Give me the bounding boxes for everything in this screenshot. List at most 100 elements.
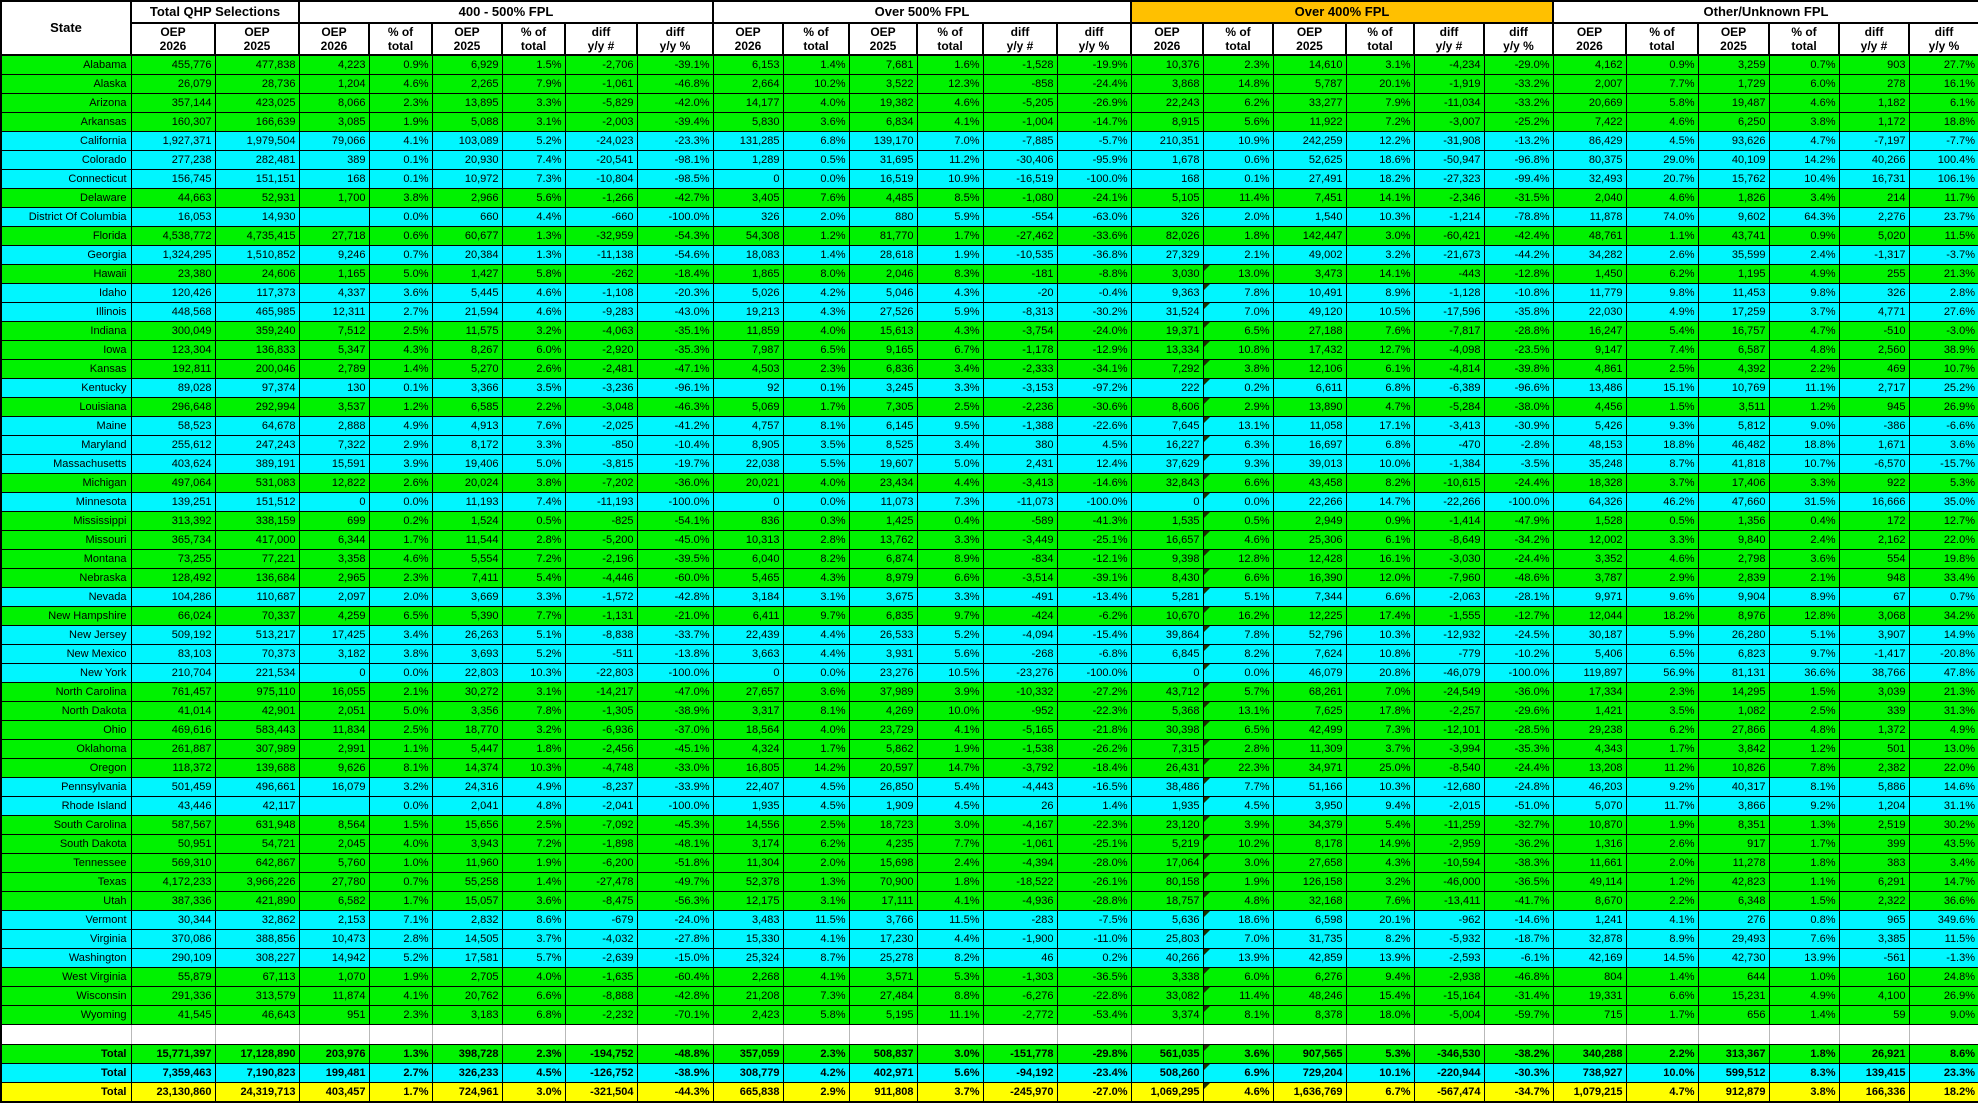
value-cell[interactable]: 36.6%: [1908, 891, 1978, 911]
state-name-cell[interactable]: New York: [0, 663, 132, 683]
value-cell[interactable]: -6.8%: [1056, 644, 1132, 664]
value-cell[interactable]: 3,537: [298, 397, 370, 417]
value-cell[interactable]: -2,025: [564, 416, 638, 436]
value-cell[interactable]: -6.2%: [1056, 606, 1132, 626]
value-cell[interactable]: -56.3%: [636, 891, 714, 911]
value-cell[interactable]: -1,414: [1413, 511, 1485, 531]
value-cell[interactable]: -100.0%: [1056, 663, 1132, 683]
col-header[interactable]: % of total: [1625, 22, 1699, 56]
value-cell[interactable]: 738,927: [1552, 1063, 1627, 1083]
value-cell[interactable]: 5.9%: [916, 207, 984, 227]
value-cell[interactable]: 14,295: [1697, 682, 1770, 702]
value-cell[interactable]: 10,313: [712, 530, 784, 550]
value-cell[interactable]: 23,729: [848, 720, 918, 740]
value-cell[interactable]: 3.6%: [782, 112, 850, 132]
value-cell[interactable]: -23.5%: [1483, 340, 1554, 360]
value-cell[interactable]: 631,948: [214, 815, 300, 835]
value-cell[interactable]: 945: [1838, 397, 1910, 417]
value-cell[interactable]: 477,838: [214, 54, 300, 75]
value-cell[interactable]: 12.8%: [1768, 606, 1840, 626]
value-cell[interactable]: 43,712: [1130, 682, 1204, 702]
value-cell[interactable]: 569,310: [130, 853, 216, 873]
value-cell[interactable]: 587,567: [130, 815, 216, 835]
value-cell[interactable]: 6,344: [298, 530, 370, 550]
value-cell[interactable]: 12,311: [298, 302, 370, 322]
value-cell[interactable]: 5.0%: [368, 264, 433, 284]
value-cell[interactable]: -952: [982, 701, 1058, 721]
value-cell[interactable]: -7,197: [1838, 131, 1910, 151]
value-cell[interactable]: 3,787: [1552, 568, 1627, 588]
value-cell[interactable]: 2,268: [712, 967, 784, 987]
value-cell[interactable]: -4,748: [564, 758, 638, 778]
value-cell[interactable]: 1,700: [298, 188, 370, 208]
value-cell[interactable]: -12.9%: [1056, 340, 1132, 360]
state-name-cell[interactable]: Wisconsin: [0, 986, 132, 1006]
value-cell[interactable]: -3,994: [1413, 739, 1485, 759]
value-cell[interactable]: 221,534: [214, 663, 300, 683]
value-cell[interactable]: -2,456: [564, 739, 638, 759]
value-cell[interactable]: 4,100: [1838, 986, 1910, 1006]
value-cell[interactable]: -30.3%: [1483, 1063, 1554, 1083]
value-cell[interactable]: 5.2%: [501, 644, 566, 664]
value-cell[interactable]: 922: [1838, 473, 1910, 493]
value-cell[interactable]: -24.0%: [1056, 321, 1132, 341]
value-cell[interactable]: 0.1%: [368, 378, 433, 398]
value-cell[interactable]: -1,317: [1838, 245, 1910, 265]
value-cell[interactable]: -36.2%: [1483, 834, 1554, 854]
value-cell[interactable]: 2.5%: [368, 720, 433, 740]
value-cell[interactable]: -5.7%: [1056, 131, 1132, 151]
value-cell[interactable]: -14.6%: [1483, 910, 1554, 930]
value-cell[interactable]: 81,770: [848, 226, 918, 246]
value-cell[interactable]: 32,862: [214, 910, 300, 930]
value-cell[interactable]: 3.3%: [916, 530, 984, 550]
value-cell[interactable]: -39.5%: [636, 549, 714, 569]
value-cell[interactable]: -268: [982, 644, 1058, 664]
value-cell[interactable]: 12,822: [298, 473, 370, 493]
value-cell[interactable]: 27.6%: [1908, 302, 1978, 322]
value-cell[interactable]: 27,188: [1272, 321, 1347, 341]
value-cell[interactable]: 17.1%: [1345, 416, 1415, 436]
value-cell[interactable]: -39.1%: [1056, 568, 1132, 588]
value-cell[interactable]: -13,411: [1413, 891, 1485, 911]
value-cell[interactable]: 5,368: [1130, 701, 1204, 721]
value-cell[interactable]: 10.0%: [916, 701, 984, 721]
value-cell[interactable]: -20.8%: [1908, 644, 1978, 664]
value-cell[interactable]: -10,615: [1413, 473, 1485, 493]
value-cell[interactable]: 8.0%: [782, 264, 850, 284]
value-cell[interactable]: 3,366: [431, 378, 503, 398]
value-cell[interactable]: -34.1%: [1056, 359, 1132, 379]
value-cell[interactable]: 46.2%: [1625, 492, 1699, 512]
value-cell[interactable]: -12,932: [1413, 625, 1485, 645]
value-cell[interactable]: 4.3%: [916, 321, 984, 341]
value-cell[interactable]: -16.5%: [1056, 777, 1132, 797]
value-cell[interactable]: 8,378: [1272, 1005, 1347, 1025]
value-cell[interactable]: 38,486: [1130, 777, 1204, 797]
value-cell[interactable]: 17,128,890: [214, 1044, 300, 1064]
value-cell[interactable]: [298, 796, 370, 816]
value-cell[interactable]: 0: [712, 169, 784, 189]
value-cell[interactable]: 0.2%: [1202, 378, 1274, 398]
value-cell[interactable]: -7,092: [564, 815, 638, 835]
value-cell[interactable]: 1,678: [1130, 150, 1204, 170]
value-cell[interactable]: 35.0%: [1908, 492, 1978, 512]
value-cell[interactable]: 17,064: [1130, 853, 1204, 873]
value-cell[interactable]: 42,169: [1552, 948, 1627, 968]
value-cell[interactable]: 4.1%: [368, 986, 433, 1006]
value-cell[interactable]: 13,486: [1552, 378, 1627, 398]
value-cell[interactable]: -21.8%: [1056, 720, 1132, 740]
state-name-cell[interactable]: Georgia: [0, 245, 132, 265]
value-cell[interactable]: 5.6%: [1202, 112, 1274, 132]
value-cell[interactable]: -3.7%: [1908, 245, 1978, 265]
value-cell[interactable]: 20,762: [431, 986, 503, 1006]
value-cell[interactable]: 5.1%: [1768, 625, 1840, 645]
value-cell[interactable]: 15,231: [1697, 986, 1770, 1006]
value-cell[interactable]: 5,069: [712, 397, 784, 417]
value-cell[interactable]: 156,745: [130, 169, 216, 189]
value-cell[interactable]: -4,936: [982, 891, 1058, 911]
value-cell[interactable]: 48,761: [1552, 226, 1627, 246]
value-cell[interactable]: -1,528: [982, 54, 1058, 75]
value-cell[interactable]: -10,804: [564, 169, 638, 189]
value-cell[interactable]: -283: [982, 910, 1058, 930]
value-cell[interactable]: -41.7%: [1483, 891, 1554, 911]
value-cell[interactable]: -18.4%: [1056, 758, 1132, 778]
